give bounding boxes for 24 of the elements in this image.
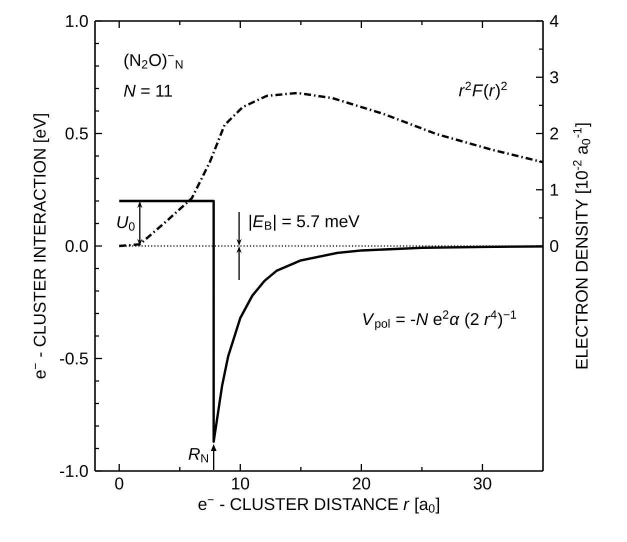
y-tick-label: -1.0 [60,464,88,478]
x-tick-label: 30 [474,477,492,490]
y2-tick-label: 3 [550,71,558,84]
y2-tick-label: 4 [550,15,558,27]
y2-tick-label: 1 [550,184,558,196]
y2-tick-label: 0 [550,240,558,252]
y-tick-label: 0.0 [66,240,88,252]
y-tick-label: 1.0 [66,14,88,28]
y-tick-label: 0.5 [66,127,88,140]
annotation: N = 11 [124,84,172,97]
y2-tick-label: 2 [550,128,558,140]
annotation: |E$_{B}$| = 5.7 meV [250,214,360,231]
y-tick-label: -0.5 [60,352,88,365]
text: V$_{pol}$ = -N e$^{2}$α (2 r$^{4}$)$^{−1}$ [363,310,516,330]
y-axis-title: e$^{−}$ - CLUSTER INTERACTION [eV] [33,114,50,378]
text: r$^{2}$F(r)$^{2}$ [458,82,507,100]
x-tick-label: 0 [115,477,124,490]
annotation: (N$_{2}$O)$^{−}$N [124,54,182,70]
y2-axis-title: ELECTRON DENSITY [10$^{-2}$ a$_{0}$$^{-1}$] [573,123,592,368]
annotation: R$_{N}$ [188,448,208,462]
x-tick-label: 20 [352,477,370,490]
annotation: U$_{0}$ [117,216,135,231]
x-tick-label: 10 [232,477,250,490]
x-axis-title: e$^{−}$ - CLUSTER DISTANCE r [a$_{0}$] [198,498,440,514]
